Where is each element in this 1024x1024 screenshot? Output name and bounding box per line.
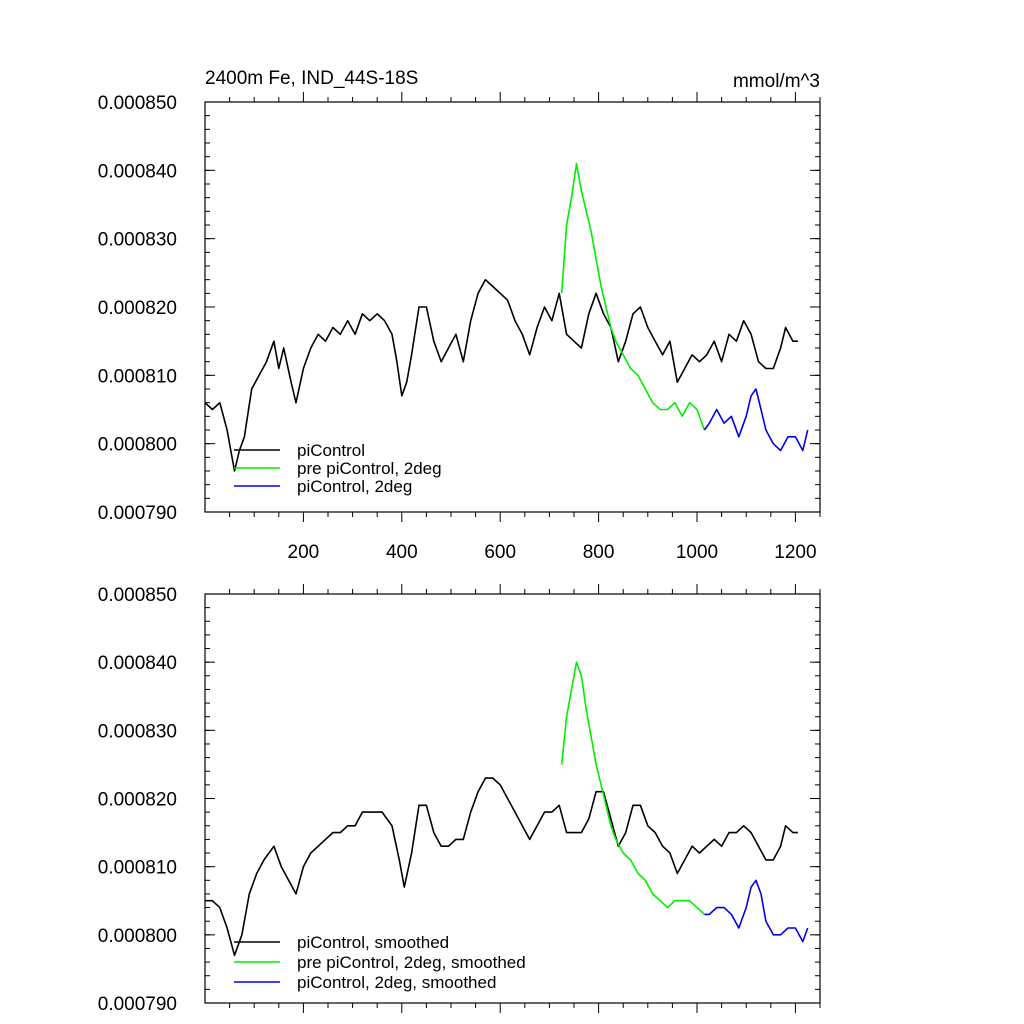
legend-label: piControl, 2deg, smoothed [297, 973, 496, 992]
x-tick-label: 1000 [676, 542, 718, 563]
y-tick-label: 0.000800 [98, 926, 177, 947]
y-tick-label: 0.000820 [98, 790, 177, 811]
legend-label: piControl, smoothed [297, 933, 449, 952]
y-tick-label: 0.000820 [98, 298, 177, 319]
legend-label: piControl, 2deg [297, 477, 412, 496]
y-tick-label: 0.000830 [98, 721, 177, 742]
series-line-1 [560, 162, 706, 431]
y-tick-label: 0.000830 [98, 230, 177, 251]
x-tick-label: 1200 [774, 542, 816, 563]
series-line-0 [204, 278, 798, 472]
y-tick-label: 0.000850 [98, 585, 177, 606]
y-tick-label: 0.000840 [98, 161, 177, 182]
legend-label: piControl [297, 441, 365, 460]
y-tick-label: 0.000800 [98, 435, 177, 456]
x-tick-label: 600 [484, 542, 516, 563]
legend-label: pre piControl, 2deg, smoothed [297, 953, 526, 972]
legend-label: pre piControl, 2deg [297, 459, 442, 478]
y-tick-label: 0.000840 [98, 653, 177, 674]
x-tick-label: 800 [583, 542, 615, 563]
units-label: mmol/m^3 [733, 71, 820, 92]
y-tick-label: 0.000790 [98, 994, 177, 1015]
x-tick-label: 200 [288, 542, 320, 563]
panel-bottom: 0.000850 0.000840 0.000830 0.000820 0.000810… [98, 584, 821, 1015]
series-line-0 [205, 777, 798, 957]
y-tick-label: 0.000810 [98, 858, 177, 879]
series-line-1 [560, 661, 705, 915]
y-tick-label: 0.000850 [98, 93, 177, 114]
y-tick-label: 0.000790 [98, 503, 177, 524]
series-line-2 [704, 879, 809, 943]
x-tick-label: 400 [386, 542, 418, 563]
chart-title: 2400m Fe, IND_44S-18S [205, 68, 418, 89]
y-tick-label: 0.000810 [98, 366, 177, 387]
panel-top: 2400m Fe, IND_44S-18S mmol/m^3 0.000850 0… [98, 68, 821, 563]
series-line-2 [703, 388, 809, 452]
